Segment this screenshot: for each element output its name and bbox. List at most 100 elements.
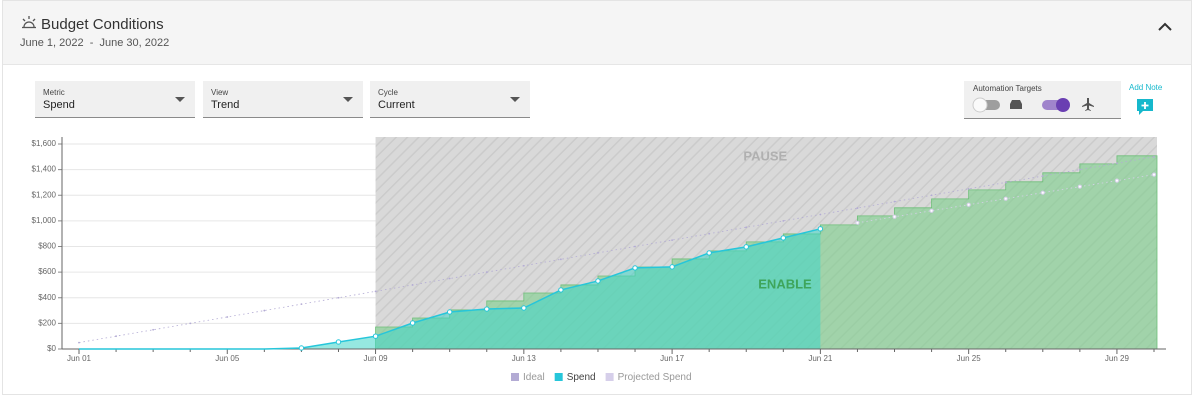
legend: Ideal Spend Projected Spend (511, 372, 692, 383)
y-tick-label: $1,200 (32, 190, 57, 199)
data-point (743, 244, 749, 250)
dropdown-label: Cycle (378, 88, 399, 97)
data-point (819, 213, 822, 216)
data-point (189, 322, 192, 325)
x-tick-label: Jun 05 (215, 354, 240, 363)
data-point (300, 303, 303, 306)
legend-label: Spend (567, 372, 596, 383)
title: Budget Conditions (41, 16, 164, 33)
y-tick-label: $0 (47, 344, 56, 353)
data-point (966, 202, 971, 207)
x-tick-label: Jun 13 (512, 354, 537, 363)
plane-icon (1082, 98, 1094, 111)
y-tick-label: $400 (38, 293, 56, 302)
data-point (855, 220, 860, 225)
collapse-button[interactable] (1157, 21, 1173, 33)
automation-label: Automation Targets (973, 84, 1042, 93)
legend-swatch (605, 373, 614, 381)
data-point (335, 339, 342, 345)
legend-label: Ideal (523, 372, 545, 383)
data-point (892, 214, 897, 219)
chart: $0 $200 $400 $600 $800 $1,000 $1,200 $1,400 $1,6… (32, 137, 1166, 383)
data-point (930, 194, 933, 197)
data-point (78, 341, 80, 344)
y-tick-label: $800 (38, 242, 56, 251)
dropdown-value: Trend (211, 99, 240, 111)
car-icon (1010, 100, 1022, 109)
x-tick-label: Jun 17 (660, 354, 685, 363)
data-point (152, 328, 155, 331)
data-point (1114, 178, 1120, 183)
data-point (484, 306, 490, 312)
data-point (671, 239, 674, 241)
data-point (558, 287, 564, 293)
icon (22, 16, 36, 29)
data-point (372, 333, 379, 339)
data-point (782, 219, 785, 222)
x-tick-label: Jun 01 (67, 354, 92, 363)
car-toggle[interactable] (972, 97, 1000, 113)
enable-label: ENABLE (758, 276, 812, 291)
data-point (115, 335, 117, 338)
dropdown-value: Current (378, 99, 415, 111)
data-point (226, 316, 229, 318)
data-point (298, 345, 305, 351)
data-point (409, 320, 416, 326)
legend-swatch (511, 373, 519, 381)
metric-dropdown[interactable]: Metric Spend (35, 81, 195, 118)
y-tick-label: $1,600 (32, 139, 57, 148)
add-note[interactable]: Add Note (1129, 83, 1163, 92)
x-tick-label: Jun 21 (808, 354, 833, 363)
data-point (595, 278, 601, 284)
x-tick-label: Jun 29 (1105, 354, 1130, 363)
series-line (78, 156, 1155, 343)
data-point (1116, 162, 1118, 165)
data-point (1077, 184, 1082, 189)
spend-area (79, 228, 821, 349)
view-dropdown[interactable]: View Trend (203, 81, 363, 118)
data-point (632, 265, 638, 271)
data-point (780, 235, 787, 241)
data-point (597, 252, 599, 254)
series-line (857, 174, 1155, 224)
data-point (817, 226, 824, 232)
pause-label: PAUSE (743, 148, 787, 163)
y-tick-label: $200 (38, 318, 56, 327)
data-point (485, 271, 488, 274)
data-point (669, 264, 675, 270)
data-point (522, 264, 525, 267)
data-point (559, 258, 562, 261)
data-point (374, 290, 377, 293)
date-range: June 1, 2022 - June 30, 2022 (20, 37, 170, 49)
data-point (893, 200, 896, 203)
add-note-icon[interactable] (1137, 99, 1154, 116)
data-point (1041, 175, 1044, 177)
dropdown-value: Spend (43, 99, 75, 111)
header: Budget Conditions June 1, 2022 - June 30… (3, 1, 1191, 65)
data-point (1078, 168, 1081, 171)
dropdown-label: View (211, 88, 229, 97)
automation-targets: Automation Targets (964, 81, 1121, 119)
legend-swatch (554, 373, 563, 381)
data-point (1003, 196, 1008, 201)
plane-toggle[interactable] (1042, 98, 1070, 112)
data-point (967, 187, 970, 190)
data-point (1151, 172, 1157, 177)
cycle-dropdown[interactable]: Cycle Current (370, 81, 530, 118)
data-point (521, 305, 527, 311)
data-point (337, 296, 340, 299)
toggles (972, 97, 1094, 113)
data-point (745, 226, 748, 229)
data-point (411, 284, 414, 286)
y-tick-label: $600 (38, 267, 56, 276)
data-point (708, 232, 711, 235)
data-point (1004, 181, 1007, 184)
data-point (929, 208, 934, 213)
y-tick-label: $1,000 (32, 216, 57, 225)
data-point (1040, 190, 1045, 195)
legend-label: Projected Spend (618, 372, 692, 383)
data-point (446, 309, 453, 315)
data-point (263, 309, 266, 312)
